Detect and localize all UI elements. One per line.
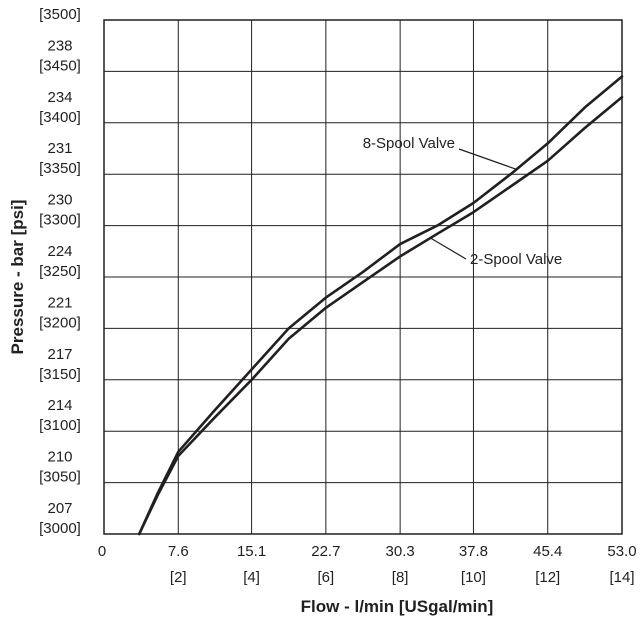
y-tick-label-secondary: [3200] xyxy=(39,314,81,331)
x-tick-label: 15.1 xyxy=(237,543,266,560)
x-tick-label: 37.8 xyxy=(459,543,488,560)
y-tick-label-secondary: [3100] xyxy=(39,417,81,434)
x-tick-label-secondary: [12] xyxy=(535,569,560,586)
plot-border xyxy=(103,19,623,535)
x-tick-label-secondary: [4] xyxy=(243,569,260,586)
x-tick-label: 0 xyxy=(98,543,106,560)
y-tick-label-secondary: [3500] xyxy=(39,6,81,23)
y-tick-label-secondary: [3350] xyxy=(39,160,81,177)
y-tick-label-secondary: [3000] xyxy=(39,520,81,537)
x-axis-title: Flow - l/min [USgal/min] xyxy=(301,597,494,616)
y-tick-label: 224 xyxy=(47,243,72,260)
tick-labels: 0 7.6 [2] 15.1 [4] 22.7 [6] 30.3 [8] 37.8 [10] 45.4… xyxy=(39,0,636,586)
y-tick-label-secondary: [3250] xyxy=(39,263,81,280)
y-tick-label: 231 xyxy=(47,140,72,157)
y-tick-label-secondary: [3450] xyxy=(39,57,81,74)
y-axis-title: Pressure - bar [psi] xyxy=(8,200,27,355)
x-tick-label: 53.0 xyxy=(607,543,636,560)
leader-line-8-spool xyxy=(458,148,517,170)
x-tick-label-secondary: [8] xyxy=(392,569,409,586)
y-tick-label: 221 xyxy=(47,294,72,311)
x-tick-label-secondary: [10] xyxy=(461,569,486,586)
y-tick-label: 241 xyxy=(47,0,72,3)
x-tick-label: 7.6 xyxy=(168,543,189,560)
grid xyxy=(104,20,622,534)
y-tick-label: 230 xyxy=(47,192,72,209)
x-tick-label-secondary: [2] xyxy=(170,569,187,586)
y-tick-label-secondary: [3050] xyxy=(39,469,81,486)
x-tick-label: 45.4 xyxy=(533,543,562,560)
series-line-8-spool xyxy=(137,75,624,536)
y-tick-label: 207 xyxy=(47,500,72,517)
series-label-8-spool: 8-Spool Valve xyxy=(363,135,455,152)
series-layer xyxy=(137,75,624,536)
y-tick-label: 238 xyxy=(47,37,72,54)
y-tick-label: 217 xyxy=(47,346,72,363)
y-tick-label-secondary: [3150] xyxy=(39,366,81,383)
y-tick-label-secondary: [3400] xyxy=(39,109,81,126)
y-tick-label-secondary: [3300] xyxy=(39,212,81,229)
y-tick-label: 234 xyxy=(47,89,72,106)
series-line-2-spool xyxy=(137,95,624,536)
annotations: 8-Spool Valve 2-Spool Valve xyxy=(363,135,563,268)
y-tick-label: 210 xyxy=(47,449,72,466)
leader-line-2-spool xyxy=(430,237,467,260)
x-tick-label: 22.7 xyxy=(311,543,340,560)
y-tick-label: 214 xyxy=(47,397,72,414)
x-tick-label-secondary: [6] xyxy=(318,569,335,586)
x-tick-label-secondary: [14] xyxy=(609,569,634,586)
series-label-2-spool: 2-Spool Valve xyxy=(470,251,562,268)
x-tick-label: 30.3 xyxy=(386,543,415,560)
